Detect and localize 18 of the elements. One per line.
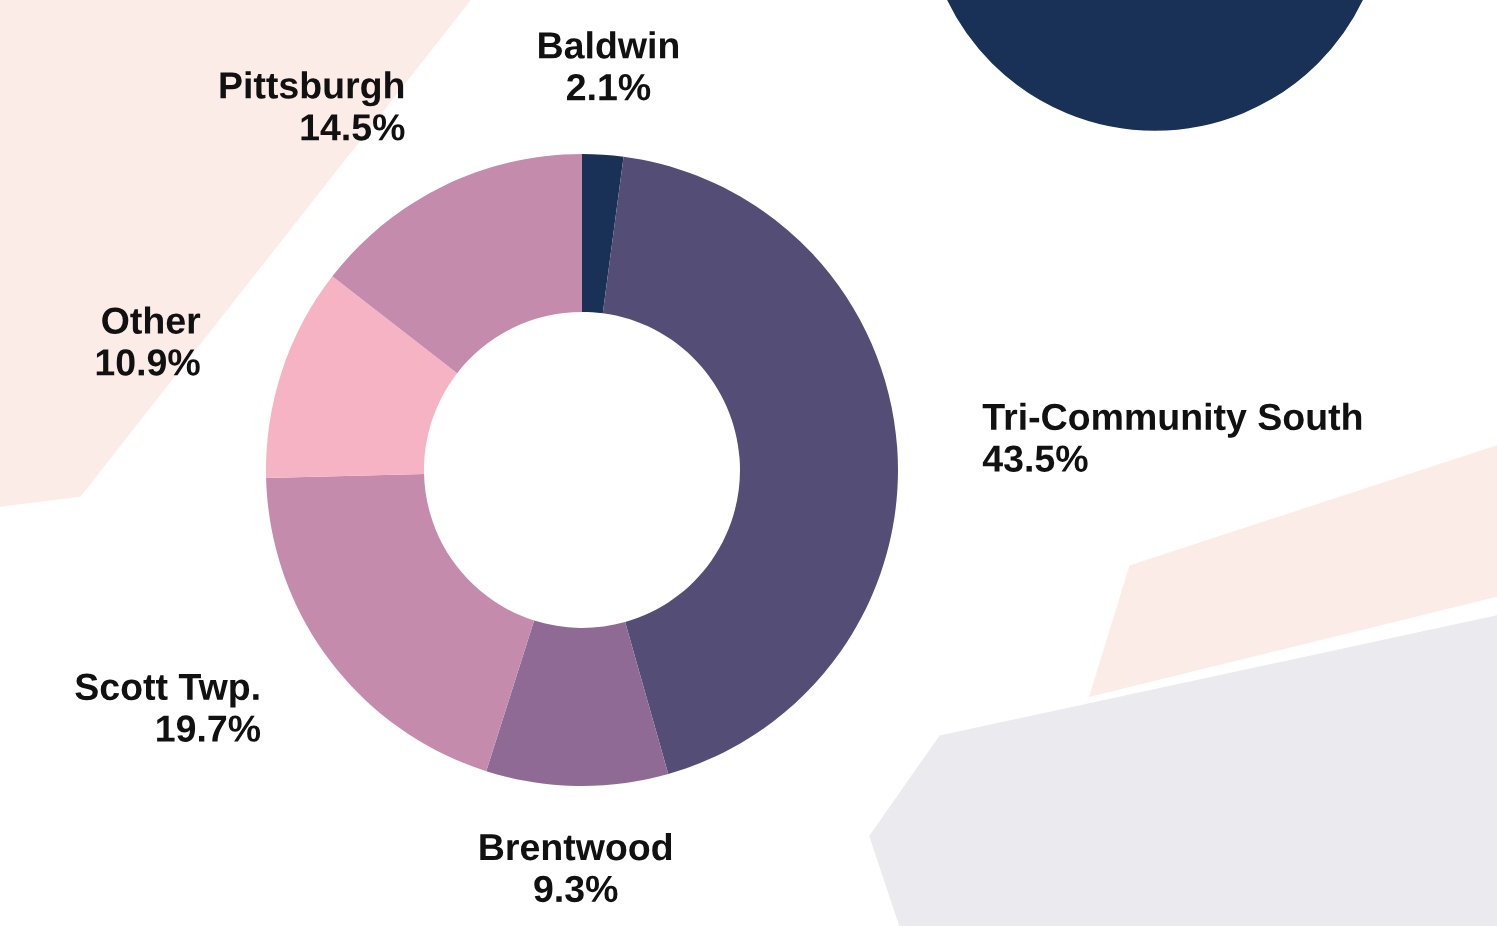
- data-label: 43.5%: [982, 445, 1088, 473]
- donut-slice: [266, 473, 535, 772]
- data-label: 14.5%: [301, 114, 405, 141]
- slice-label: Tri-Community South: [982, 402, 1362, 438]
- donut-slice: [332, 154, 582, 374]
- donut-slice: [602, 156, 898, 774]
- slice-label: Baldwin: [539, 31, 679, 59]
- slice-label: Pittsburgh: [220, 71, 404, 107]
- slice-label: Brentwood: [480, 832, 672, 861]
- slice-label: Other: [102, 306, 201, 334]
- data-label: 10.9%: [96, 349, 200, 376]
- donut-slice: [266, 276, 458, 478]
- data-label: 19.7%: [157, 715, 261, 742]
- slice-label: Scott Twp.: [75, 673, 259, 708]
- donut-slice: [582, 154, 624, 314]
- data-label: 2.1%: [567, 73, 651, 101]
- data-label: 9.3%: [534, 875, 618, 903]
- donut-slice: [486, 620, 669, 786]
